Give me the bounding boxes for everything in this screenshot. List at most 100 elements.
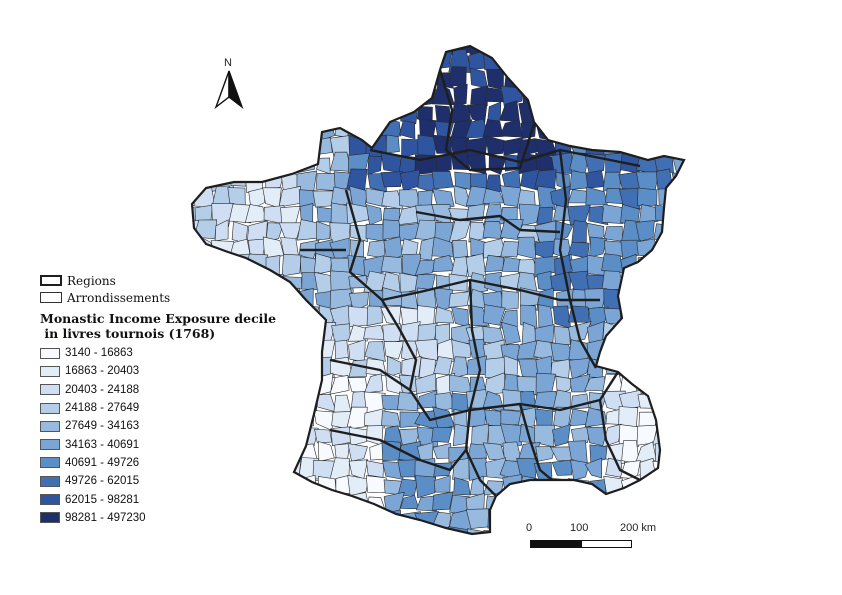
arrondissement-cell — [192, 122, 197, 139]
north-arrow-icon — [214, 70, 244, 110]
arrondissement-cell — [192, 526, 196, 534]
legend-class-label: 34163 - 40691 — [65, 438, 140, 451]
arrondissement-cell — [403, 84, 417, 107]
arrondissement-cell — [333, 529, 354, 534]
arrondissement-cell — [296, 49, 315, 71]
arrondissement-cell — [386, 355, 402, 378]
arrondissement-cell — [296, 46, 318, 55]
arrondissement-cell — [281, 306, 303, 324]
arrondissement-cell — [399, 526, 421, 534]
arrondissement-cell — [432, 188, 455, 210]
scale-bar-graphic — [530, 540, 632, 548]
legend-class-label: 62015 - 98281 — [65, 493, 140, 506]
arrondissement-cell — [347, 443, 368, 462]
legend-class-swatch — [40, 512, 60, 524]
arrondissement-cell — [282, 546, 300, 564]
arrondissement-cell — [315, 173, 337, 191]
region-boundary — [598, 399, 641, 482]
arrondissement-cell — [192, 137, 199, 157]
arrondissement-cell — [329, 68, 351, 90]
arrondissement-cell — [654, 253, 676, 273]
arrondissement-cell — [452, 239, 469, 260]
arrondissement-cell — [640, 271, 656, 294]
legend-class-swatch — [40, 475, 60, 487]
arrondissement-cell — [419, 54, 437, 72]
legend-class-item: 49726 - 62015 — [40, 472, 280, 490]
arrondissement-cell — [637, 100, 660, 124]
arrondissement-cell — [635, 339, 657, 361]
arrondissement-cell — [448, 374, 473, 394]
region-boundary — [380, 299, 620, 422]
arrondissement-cell — [192, 87, 200, 108]
arrondissement-cell — [196, 46, 216, 55]
arrondissement-cell — [621, 88, 642, 104]
arrondissement-cell — [296, 104, 320, 122]
arrondissement-cell — [670, 323, 684, 345]
arrondissement-cell — [482, 221, 503, 240]
arrondissement-cell — [689, 137, 710, 159]
arrondissement-cell — [452, 457, 470, 480]
arrondissement-cell — [690, 392, 708, 410]
arrondissement-cell — [534, 492, 558, 512]
arrondissement-cell — [568, 357, 591, 380]
region-boundary — [369, 148, 641, 168]
arrondissement-cell — [601, 253, 624, 274]
arrondissement-cell — [382, 546, 401, 565]
arrondissement-cell — [655, 134, 676, 157]
arrondissement-cell — [688, 238, 705, 260]
arrondissement-cell — [397, 459, 419, 478]
arrondissement-cell — [250, 49, 263, 72]
arrondissement-cell — [519, 46, 539, 54]
arrondissement-cell — [401, 355, 422, 378]
arrondissement-cell — [282, 359, 300, 380]
arrondissement-cell — [484, 543, 507, 565]
arrondissement-cell — [533, 46, 556, 55]
arrondissement-cell — [637, 46, 657, 53]
arrondissement-cell — [211, 529, 233, 534]
arrondissement-cell — [486, 46, 507, 57]
arrondissement-cell — [331, 84, 352, 106]
arrondissement-cell — [346, 89, 366, 108]
arrondissement-cell — [415, 475, 436, 499]
arrondissement-cell — [536, 270, 553, 292]
arrondissement-cell — [550, 46, 575, 55]
arrondissement-cell — [193, 525, 217, 534]
arrondissement-cell — [384, 69, 402, 88]
arrondissement-cell — [317, 476, 337, 498]
arrondissement-cell — [278, 185, 301, 208]
arrondissement-cell — [482, 304, 506, 326]
arrondissement-cell — [282, 477, 301, 497]
legend-class-label: 49726 - 62015 — [65, 475, 140, 488]
arrondissement-cell — [248, 187, 266, 210]
arrondissement-cell — [296, 357, 320, 376]
arrondissement-cell — [589, 236, 608, 258]
legend-class-item: 3140 - 16863 — [40, 344, 280, 362]
arrondissement-cell — [415, 373, 437, 395]
arrondissement-cell — [297, 134, 320, 157]
arrondissement-cell — [585, 46, 604, 55]
arrondissement-cell — [669, 203, 684, 224]
arrondissement-cell — [414, 259, 437, 276]
arrondissement-cell — [550, 84, 575, 107]
legend-class-item: 62015 - 98281 — [40, 490, 280, 508]
arrondissement-cell — [267, 548, 285, 563]
arrondissement-cell — [333, 102, 354, 124]
legend-class-item: 27649 - 34163 — [40, 417, 280, 435]
arrondissement-cell — [296, 219, 320, 241]
arrondissement-cell — [482, 119, 504, 138]
arrondissement-cell — [501, 549, 520, 560]
arrondissement-cell — [282, 408, 298, 428]
arrondissement-cell — [399, 321, 421, 342]
arrondissement-cell — [673, 424, 684, 445]
arrondissement-cell — [281, 253, 302, 277]
arrondissement-cell — [689, 55, 710, 72]
arrondissement-cell — [535, 100, 556, 125]
arrondissement-cell — [228, 203, 252, 224]
arrondissement-cell — [602, 118, 625, 141]
arrondissement-cell — [671, 172, 684, 189]
legend-class-label: 24188 - 27649 — [65, 402, 140, 415]
arrondissement-cell — [466, 547, 486, 566]
arrondissement-cell — [618, 68, 639, 86]
arrondissement-cell — [448, 66, 467, 88]
legend-class-item: 34163 - 40691 — [40, 435, 280, 453]
